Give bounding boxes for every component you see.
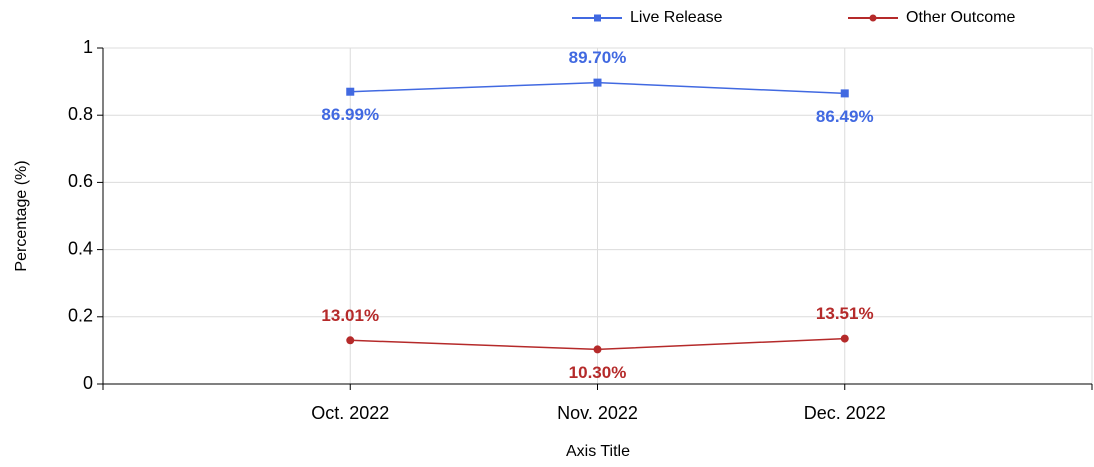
data-label: 13.51% xyxy=(816,304,874,323)
data-label: 86.99% xyxy=(321,105,379,124)
x-tick-label: Oct. 2022 xyxy=(311,403,389,423)
y-tick-label: 0.6 xyxy=(68,171,93,191)
legend-label: Other Outcome xyxy=(906,9,1015,26)
x-axis-title: Axis Title xyxy=(566,443,630,460)
point xyxy=(593,345,602,354)
point xyxy=(346,336,355,345)
y-tick-label: 0.4 xyxy=(68,238,93,258)
y-tick-label: 0 xyxy=(83,373,93,393)
y-tick-label: 0.8 xyxy=(68,104,93,124)
x-tick-label: Nov. 2022 xyxy=(557,403,638,423)
point xyxy=(346,87,355,96)
data-label: 86.49% xyxy=(816,107,874,126)
y-tick-label: 0.2 xyxy=(68,306,93,326)
point xyxy=(593,78,602,87)
data-label: 13.01% xyxy=(321,306,379,325)
y-axis-title: Percentage (%) xyxy=(13,160,30,271)
y-tick-label: 1 xyxy=(83,37,93,57)
data-label: 10.30% xyxy=(569,363,627,382)
x-tick-label: Dec. 2022 xyxy=(804,403,886,423)
legend-marker xyxy=(594,14,601,22)
legend-label: Live Release xyxy=(630,9,723,26)
legend-marker xyxy=(869,14,877,22)
point xyxy=(840,89,849,98)
data-label: 89.70% xyxy=(569,48,627,67)
point xyxy=(840,334,849,343)
